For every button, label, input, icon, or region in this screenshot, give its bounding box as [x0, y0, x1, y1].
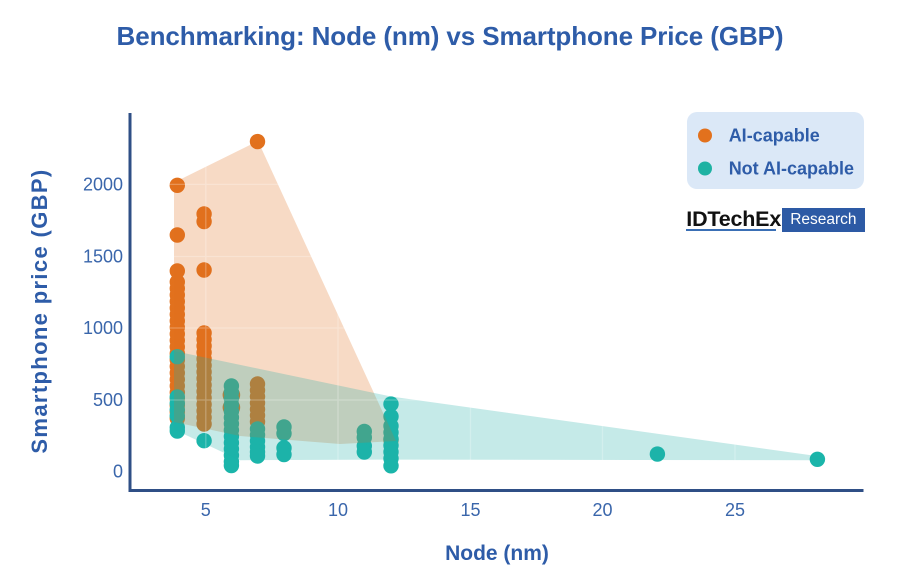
svg-text:10: 10: [328, 500, 348, 520]
svg-text:1500: 1500: [83, 247, 123, 267]
svg-text:2000: 2000: [83, 174, 123, 194]
svg-text:20: 20: [592, 500, 612, 520]
svg-text:5: 5: [201, 500, 211, 520]
svg-text:500: 500: [93, 390, 123, 410]
svg-text:15: 15: [460, 500, 480, 520]
svg-text:25: 25: [725, 500, 745, 520]
svg-text:1000: 1000: [83, 318, 123, 338]
svg-text:0: 0: [113, 462, 123, 482]
